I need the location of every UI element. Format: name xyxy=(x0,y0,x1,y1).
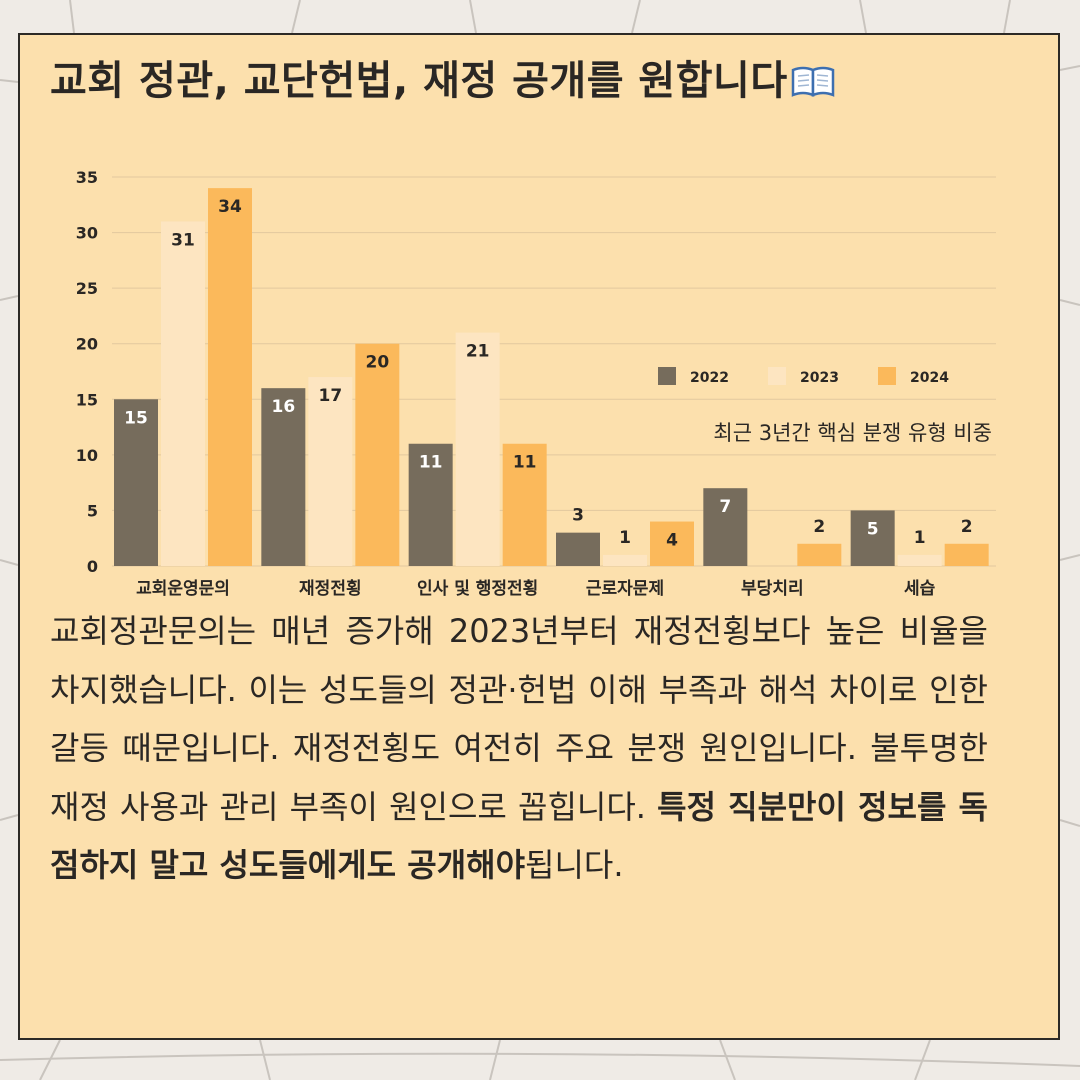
data-label: 1 xyxy=(914,528,926,548)
data-label: 20 xyxy=(365,353,389,373)
bar xyxy=(408,443,453,566)
bar xyxy=(897,554,942,566)
legend-label: 2023 xyxy=(800,370,839,386)
chart-annotation: 최근 3년간 핵심 분쟁 유형 비중 xyxy=(713,421,992,445)
open-book-icon xyxy=(790,62,836,108)
data-label: 2 xyxy=(813,517,825,537)
data-label: 3 xyxy=(572,506,584,526)
y-tick-label: 10 xyxy=(76,446,98,465)
bar xyxy=(455,332,500,566)
data-label: 1 xyxy=(619,528,631,548)
y-tick-label: 0 xyxy=(87,557,98,576)
bar xyxy=(355,343,400,566)
bar xyxy=(308,377,353,566)
bar xyxy=(161,221,205,566)
x-tick-label: 교회운영문의 xyxy=(136,579,230,599)
bar xyxy=(650,521,694,566)
data-label: 21 xyxy=(466,342,490,362)
bar xyxy=(850,510,895,566)
bar xyxy=(208,188,252,566)
bar xyxy=(603,554,647,566)
bar xyxy=(556,532,600,566)
legend-swatch xyxy=(658,367,676,385)
data-label: 11 xyxy=(419,453,443,473)
data-label: 17 xyxy=(318,386,342,406)
legend-label: 2022 xyxy=(690,370,729,386)
y-tick-label: 30 xyxy=(76,224,98,243)
data-label: 4 xyxy=(666,531,678,551)
page-title: 교회 정관, 교단헌법, 재정 공개를 원합니다 xyxy=(50,48,836,108)
body-text-tail: 됩니다. xyxy=(525,846,624,884)
y-tick-label: 25 xyxy=(76,279,98,298)
x-tick-label: 근로자문제 xyxy=(586,579,664,599)
y-tick-label: 35 xyxy=(76,168,98,187)
body-text-emphasis: 특정 직분만이 정보를 독점하지 말고 성도들에게도 공개해야 xyxy=(50,787,988,885)
body-text-main: 교회정관문의는 매년 증가해 2023년부터 재정전횡보다 높은 비율을 차지했… xyxy=(50,612,988,826)
data-label: 15 xyxy=(124,408,148,428)
data-label: 11 xyxy=(513,453,537,473)
y-tick-label: 15 xyxy=(76,390,98,409)
data-label: 16 xyxy=(271,397,295,417)
data-label: 7 xyxy=(719,497,731,517)
legend-swatch xyxy=(878,367,896,385)
bar xyxy=(261,388,306,566)
x-tick-label: 세습 xyxy=(904,579,936,599)
x-tick-label: 재정전횡 xyxy=(299,579,362,599)
data-label: 2 xyxy=(961,517,973,537)
legend-swatch xyxy=(768,367,786,385)
data-label: 34 xyxy=(218,197,242,217)
x-tick-label: 부당치리 xyxy=(741,579,804,599)
data-label: 31 xyxy=(171,230,195,250)
bar xyxy=(944,543,989,566)
y-tick-label: 20 xyxy=(76,335,98,354)
y-tick-label: 5 xyxy=(87,501,98,520)
bar-chart: 05101520253035153134교회운영문의161720재정전횡1121… xyxy=(76,168,996,599)
bar xyxy=(703,488,748,566)
bar xyxy=(114,399,158,566)
bar xyxy=(502,443,547,566)
legend-label: 2024 xyxy=(910,370,949,386)
bar xyxy=(797,543,842,566)
data-label: 5 xyxy=(867,519,879,539)
body-paragraph: 교회정관문의는 매년 증가해 2023년부터 재정전횡보다 높은 비율을 차지했… xyxy=(50,602,988,895)
x-tick-label: 인사 및 행정전횡 xyxy=(417,579,538,599)
